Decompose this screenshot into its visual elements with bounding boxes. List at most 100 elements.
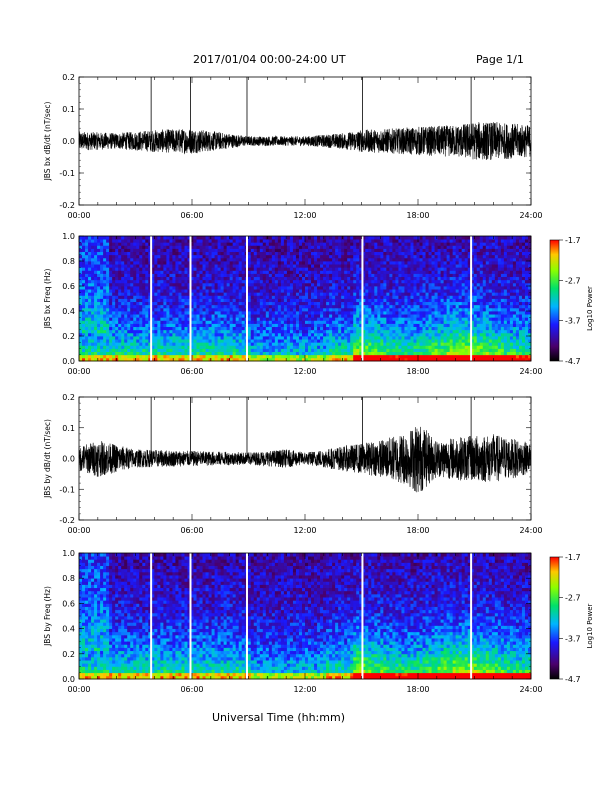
spectrogram-cell <box>295 345 300 349</box>
spectrogram-cell <box>398 295 402 299</box>
spectrogram-cell <box>202 286 206 290</box>
spectrogram-cell <box>320 279 324 284</box>
spectrogram-cell <box>208 245 212 249</box>
spectrogram-cell <box>320 286 324 290</box>
spectrogram-cell <box>317 248 321 253</box>
spectrogram-cell <box>139 332 143 337</box>
spectrogram-cell <box>121 320 125 324</box>
spectrogram-cell <box>151 248 155 253</box>
spectrogram-cell <box>178 245 182 249</box>
spectrogram-cell <box>121 273 125 278</box>
spectrogram-cell <box>235 273 240 278</box>
spectrogram-cell <box>127 276 131 281</box>
spectrogram-cell <box>118 304 122 309</box>
spectrogram-cell <box>172 273 176 278</box>
spectrogram-cell <box>130 326 134 331</box>
spectrogram-cell <box>160 251 164 256</box>
spectrogram-cell <box>422 336 426 340</box>
spectrogram-cell <box>175 264 179 268</box>
spectrogram-cell <box>295 301 300 306</box>
spectrogram-cell <box>308 279 312 284</box>
spectrogram-cell <box>440 251 445 256</box>
spectrogram-cell <box>398 317 402 321</box>
spectrogram-cell <box>220 342 225 346</box>
spectrogram-cell <box>395 286 399 290</box>
spectrogram-cell <box>386 289 390 293</box>
spectrogram-cell <box>88 236 92 240</box>
spectrogram-cell <box>274 342 279 346</box>
spectrogram-cell <box>350 304 354 309</box>
spectrogram-cell <box>392 304 396 309</box>
spectrogram-cell <box>175 317 179 321</box>
spectrogram-cell <box>350 261 354 265</box>
spectrogram-cell <box>422 261 426 265</box>
spectrogram-cell <box>332 245 336 249</box>
spectrogram-cell <box>118 245 122 249</box>
spectrogram-cell <box>97 245 101 249</box>
spectrogram-cell <box>353 292 357 296</box>
spectrogram-cell <box>404 342 408 346</box>
spectrogram-cell <box>329 239 333 243</box>
spectrogram-cell <box>115 320 119 324</box>
spectrogram-cell <box>226 245 231 249</box>
spectrogram-cell <box>298 307 303 312</box>
spectrogram-cell <box>250 332 255 337</box>
spectrogram-cell <box>142 332 146 337</box>
spectrogram-cell <box>247 261 252 265</box>
spectrogram-cell <box>410 279 414 284</box>
spectrogram-cell <box>280 326 285 331</box>
spectrogram-cell <box>106 276 110 281</box>
spectrogram-cell <box>428 311 432 315</box>
spectrogram-cell <box>326 307 330 312</box>
spectrogram-cell <box>109 351 113 356</box>
spectrogram-cell <box>434 348 438 353</box>
spectrogram-cell <box>136 261 140 265</box>
spectrogram-cell <box>259 270 264 274</box>
spectrogram-cell <box>383 273 387 278</box>
spectrogram-cell <box>416 273 420 278</box>
spectrogram-cell <box>127 311 131 315</box>
spectrogram-cell <box>344 336 348 340</box>
spectrogram-cell <box>235 323 240 328</box>
spectrogram-cell <box>250 236 255 240</box>
spectrogram-cell <box>172 236 176 240</box>
spectrogram-cell <box>250 345 255 349</box>
spectrogram-cell <box>326 261 330 265</box>
spectrogram-cell <box>145 261 149 265</box>
spectrogram-cell <box>371 345 375 349</box>
spectrogram-cell <box>145 248 149 253</box>
spectrogram-cell <box>341 314 345 318</box>
spectrogram-cell <box>94 254 98 259</box>
spectrogram-cell <box>395 289 399 293</box>
spectrogram-cell <box>121 292 125 296</box>
spectrogram-cell <box>121 332 125 337</box>
spectrogram-cell <box>428 251 432 256</box>
spectrogram-cell <box>362 298 366 303</box>
spectrogram-cell <box>317 245 321 249</box>
spectrogram-cell <box>416 326 420 331</box>
spectrogram-cell <box>271 329 276 334</box>
spectrogram-cell <box>344 257 348 262</box>
spectrogram-cell <box>169 267 173 271</box>
spectrogram-cell <box>136 239 140 243</box>
spectrogram-cell <box>280 320 285 324</box>
spectrogram-cell <box>289 292 294 296</box>
spectrogram-cell <box>253 336 258 340</box>
spectrogram-cell <box>283 245 288 249</box>
spectrogram-cell <box>190 276 194 281</box>
spectrogram-cell <box>407 329 411 334</box>
spectrogram-cell <box>241 354 246 359</box>
spectrogram-cell <box>88 298 92 303</box>
spectrogram-cell <box>262 348 267 353</box>
spectrogram-cell <box>280 282 285 287</box>
spectrogram-cell <box>428 345 432 349</box>
spectrogram-cell <box>82 329 86 334</box>
spectrogram-cell <box>130 264 134 268</box>
spectrogram-cell <box>434 336 438 340</box>
spectrogram-cell <box>88 282 92 287</box>
spectrogram-cell <box>115 276 119 281</box>
spectrogram-cell <box>169 295 173 299</box>
spectrogram-cell <box>139 345 143 349</box>
spectrogram-cell <box>389 345 393 349</box>
spectrogram-cell <box>277 311 282 315</box>
